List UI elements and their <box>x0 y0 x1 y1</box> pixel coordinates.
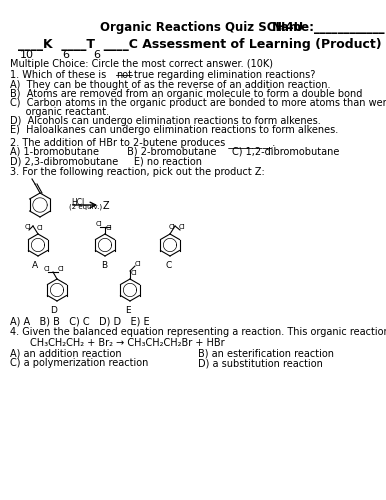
Text: D) 2,3-dibromobutane     E) no reaction: D) 2,3-dibromobutane E) no reaction <box>10 156 202 166</box>
Text: HCl: HCl <box>71 198 84 207</box>
Text: E)  Haloalkanes can undergo elimination reactions to form alkenes.: E) Haloalkanes can undergo elimination r… <box>10 125 338 135</box>
Text: true regarding elimination reactions?: true regarding elimination reactions? <box>134 70 315 80</box>
Text: organic reactant.: organic reactant. <box>10 107 109 117</box>
Text: 4. Given the balanced equation representing a reaction. This organic reaction is: 4. Given the balanced equation represent… <box>10 327 386 337</box>
Text: C)  Carbon atoms in the organic product are bonded to more atoms than were the c: C) Carbon atoms in the organic product a… <box>10 98 386 108</box>
Text: A) an addition reaction: A) an addition reaction <box>10 349 122 359</box>
Text: A) 1-bromobutane         B) 2-bromobutane     C) 1,2-dibromobutane: A) 1-bromobutane B) 2-bromobutane C) 1,2… <box>10 147 339 157</box>
Text: A)  They can be thought of as the reverse of an addition reaction.: A) They can be thought of as the reverse… <box>10 80 330 90</box>
Text: D)  Alcohols can undergo elimination reactions to form alkenes.: D) Alcohols can undergo elimination reac… <box>10 116 321 126</box>
Text: Cl: Cl <box>44 266 51 272</box>
Text: D: D <box>51 306 58 315</box>
Text: Multiple Choice: Circle the most correct answer. (10K): Multiple Choice: Circle the most correct… <box>10 59 273 69</box>
Text: CH₃CH₂CH₂ + Br₂ → CH₃CH₂CH₂Br + HBr: CH₃CH₂CH₂ + Br₂ → CH₃CH₂CH₂Br + HBr <box>30 338 225 348</box>
Text: Cl: Cl <box>131 270 138 276</box>
Text: not: not <box>116 70 132 80</box>
Text: Cl: Cl <box>106 225 113 231</box>
Text: Cl: Cl <box>135 261 142 267</box>
Text: Organic Reactions Quiz SCH4U: Organic Reactions Quiz SCH4U <box>100 21 303 34</box>
Text: 6: 6 <box>93 50 100 60</box>
Text: C) a polymerization reaction: C) a polymerization reaction <box>10 358 148 368</box>
Text: Name:____________: Name:____________ <box>272 21 386 34</box>
Text: 3. For the following reaction, pick out the product Z:: 3. For the following reaction, pick out … <box>10 167 265 177</box>
Text: A: A <box>32 261 38 270</box>
Text: D) a substitution reaction: D) a substitution reaction <box>198 358 323 368</box>
Text: Z: Z <box>103 201 110 211</box>
Text: B)  Atoms are removed from an organic molecule to form a double bond: B) Atoms are removed from an organic mol… <box>10 89 362 99</box>
Text: (2 equiv.): (2 equiv.) <box>69 204 102 210</box>
Text: B) an esterification reaction: B) an esterification reaction <box>198 349 334 359</box>
Text: Cl: Cl <box>96 221 103 227</box>
Text: 6: 6 <box>62 50 69 60</box>
Text: B: B <box>101 261 107 270</box>
Text: 2. The addition of HBr to 2-butene produces _________.: 2. The addition of HBr to 2-butene produ… <box>10 137 275 148</box>
Text: 1. Which of these is: 1. Which of these is <box>10 70 109 80</box>
Text: 10: 10 <box>20 50 34 60</box>
Text: Cl: Cl <box>37 225 44 231</box>
Text: Cl: Cl <box>179 224 186 230</box>
Text: C: C <box>166 261 172 270</box>
Text: Cl: Cl <box>25 224 32 230</box>
Text: A) A   B) B   C) C   D) D   E) E: A) A B) B C) C D) D E) E <box>10 316 150 326</box>
Text: ____K  ____T  ____C Assessment of Learning (Product): ____K ____T ____C Assessment of Learning… <box>18 38 382 51</box>
Text: Cl: Cl <box>169 224 176 230</box>
Text: Cl: Cl <box>58 266 65 272</box>
Text: E: E <box>125 306 131 315</box>
